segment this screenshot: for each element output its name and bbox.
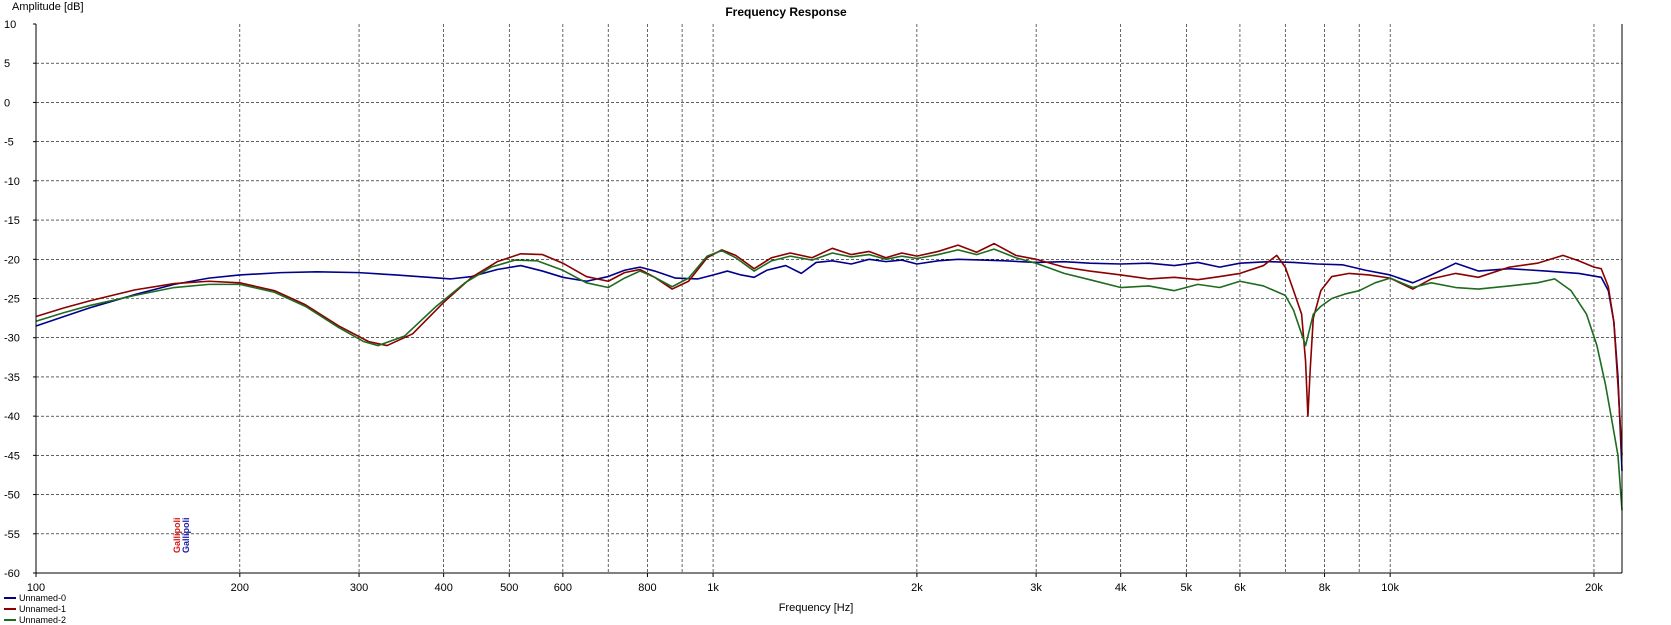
x-tick-label: 6k: [1234, 582, 1246, 594]
y-tick-label: 0: [4, 97, 10, 109]
x-axis-label: Frequency [Hz]: [779, 602, 854, 614]
y-tick-label: 10: [4, 19, 16, 31]
x-tick-label: 2k: [911, 582, 923, 594]
y-tick-label: -5: [4, 137, 14, 149]
x-tick-label: 200: [231, 582, 249, 594]
x-tick-label: 8k: [1319, 582, 1331, 594]
x-tick-label: 20k: [1585, 582, 1603, 594]
y-tick-label: -35: [4, 372, 20, 384]
y-tick-label: -55: [4, 529, 20, 541]
x-tick-label: 3k: [1030, 582, 1042, 594]
series-line-1: [35, 242, 1623, 456]
svg-text:Gallipoli: Gallipoli: [181, 517, 191, 553]
grid-lines: [36, 24, 1622, 573]
y-tick-label: -20: [4, 254, 20, 266]
series-line-2: [35, 248, 1623, 511]
y-axis-label: Amplitude [dB]: [12, 1, 84, 13]
x-tick-label: 400: [434, 582, 452, 594]
chart-title: Frequency Response: [725, 5, 847, 19]
series-lines: [35, 242, 1623, 511]
y-tick-label: 5: [4, 58, 10, 70]
y-tick-label: -15: [4, 215, 20, 227]
legend-label-2: Unnamed-2: [19, 615, 66, 625]
y-tick-label: -10: [4, 176, 20, 188]
x-tick-label: 10k: [1381, 582, 1399, 594]
x-tick-label: 600: [554, 582, 572, 594]
x-tick-label: 500: [500, 582, 518, 594]
y-tick-label: -25: [4, 294, 20, 306]
y-tick-label: -50: [4, 490, 20, 502]
x-tick-label: 5k: [1181, 582, 1193, 594]
gallipoli-logo: Gallipoli Gallipoli: [172, 517, 191, 553]
x-tick-label: 4k: [1115, 582, 1127, 594]
y-tick-labels: 10 5 0 -5 -10 -15 -20 -25 -30 -35 -40 -45 -50 -55 -60: [4, 19, 36, 580]
legend-label-1: Unnamed-1: [19, 604, 66, 614]
x-tick-label: 1k: [707, 582, 719, 594]
y-tick-label: -60: [4, 568, 20, 580]
series-line-0: [35, 258, 1623, 472]
x-tick-labels: 100 200 300 400 500 600 800 1k 2k 3k 4k 5k 6k 8k 10k 20…: [27, 573, 1603, 594]
x-tick-label: 800: [638, 582, 656, 594]
x-tick-label: 300: [350, 582, 368, 594]
y-tick-label: -40: [4, 411, 20, 423]
x-tick-label: 100: [27, 582, 45, 594]
y-tick-label: -45: [4, 450, 20, 462]
legend-label-0: Unnamed-0: [19, 593, 66, 603]
svg-text:Gallipoli: Gallipoli: [172, 517, 182, 553]
y-tick-label: -30: [4, 333, 20, 345]
